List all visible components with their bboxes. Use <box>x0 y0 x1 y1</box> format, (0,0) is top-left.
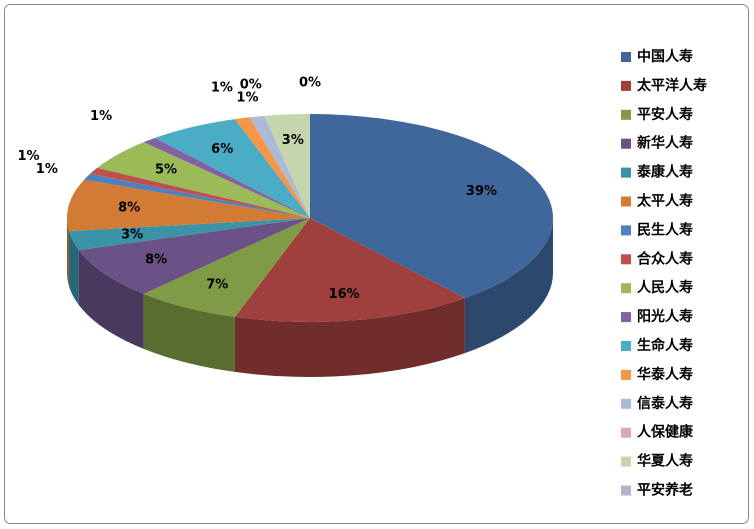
slice <box>249 115 310 218</box>
data-label: 1% <box>90 109 112 124</box>
data-label: 1% <box>17 149 39 164</box>
slice <box>234 117 310 218</box>
legend-label: 平安养老 <box>637 482 693 499</box>
data-label: 3% <box>121 228 143 243</box>
legend-label: 人保健康 <box>637 424 694 441</box>
legend-label: 民生人寿 <box>637 221 693 238</box>
data-label: 3% <box>282 133 304 148</box>
legend-swatch <box>621 52 631 62</box>
legend: 中国人寿太平洋人寿平安人寿新华人寿泰康人寿太平人寿民生人寿合众人寿人民人寿阳光人… <box>621 48 707 499</box>
legend-swatch <box>621 138 631 149</box>
legend-swatch <box>621 196 631 207</box>
legend-swatch <box>621 254 631 265</box>
data-label: 39% <box>466 184 497 199</box>
legend-label: 人民人寿 <box>637 279 693 296</box>
legend-label: 中国人寿 <box>637 48 693 65</box>
slice-side <box>67 218 69 287</box>
legend-label: 生命人寿 <box>637 337 693 354</box>
slice <box>155 119 310 218</box>
slice <box>234 218 465 322</box>
legend-swatch <box>621 369 631 380</box>
slice-side <box>464 218 553 354</box>
slice <box>143 218 310 317</box>
legend-swatch <box>621 225 631 236</box>
legend-swatch <box>621 109 631 120</box>
data-label: 0% <box>299 75 321 90</box>
slice-side <box>68 231 79 306</box>
slice <box>143 137 310 218</box>
slice <box>264 114 310 218</box>
legend-label: 平安人寿 <box>637 106 693 123</box>
slice <box>310 114 554 299</box>
pie: 39%16%7%8%3%8%1%1%5%1%6%1%1%0%3%0% <box>17 75 554 377</box>
legend-swatch <box>621 167 631 178</box>
slice <box>67 179 310 232</box>
data-label: 16% <box>329 287 360 302</box>
data-label: 0% <box>240 78 262 93</box>
legend-label: 新华人寿 <box>637 135 693 152</box>
data-label: 7% <box>206 278 228 293</box>
legend-swatch <box>621 456 631 467</box>
slice <box>78 218 310 294</box>
slice <box>90 167 310 218</box>
slice-side <box>143 293 235 372</box>
legend-label: 合众人寿 <box>637 250 693 267</box>
data-label: 8% <box>145 252 167 267</box>
legend-swatch <box>621 398 631 409</box>
legend-swatch <box>621 427 631 438</box>
legend-swatch <box>621 485 631 496</box>
data-label: 8% <box>118 201 140 216</box>
legend-swatch <box>621 80 631 91</box>
legend-swatch <box>621 283 631 294</box>
legend-swatch <box>621 312 631 323</box>
data-label: 1% <box>36 162 58 177</box>
legend-label: 信泰人寿 <box>637 395 693 412</box>
legend-label: 太平人寿 <box>637 193 693 210</box>
data-label: 5% <box>155 163 177 178</box>
slice <box>68 218 310 251</box>
legend-label: 太平洋人寿 <box>637 77 707 94</box>
slice <box>84 173 310 218</box>
legend-swatch <box>621 341 631 351</box>
data-label: 1% <box>236 91 258 106</box>
legend-label: 华泰人寿 <box>637 366 693 383</box>
legend-label: 华夏人寿 <box>637 453 693 470</box>
slice-side <box>234 298 465 377</box>
legend-label: 泰康人寿 <box>636 164 693 181</box>
legend-label: 阳光人寿 <box>637 308 693 325</box>
slice-side <box>78 250 144 349</box>
data-label: 6% <box>211 142 233 157</box>
slice <box>97 142 310 218</box>
data-label: 1% <box>211 81 233 96</box>
